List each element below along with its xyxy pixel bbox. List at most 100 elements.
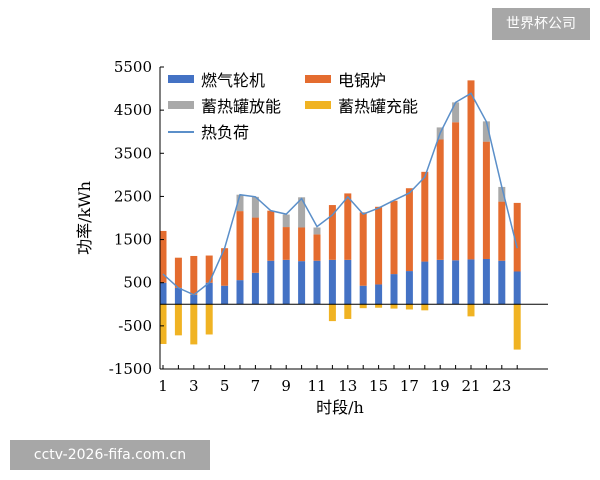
bar-series-3-x-15 bbox=[375, 304, 383, 308]
bar-series-3-x-17 bbox=[405, 304, 413, 310]
bar-series-0-x-9 bbox=[282, 259, 290, 305]
bar-series-1-x-13 bbox=[344, 193, 352, 260]
bar-series-0-x-1 bbox=[159, 282, 167, 305]
bar-series-1-x-9 bbox=[282, 227, 290, 260]
bar-series-1-x-14 bbox=[359, 212, 367, 286]
x-tick-label: 13 bbox=[338, 377, 357, 395]
heat-load-line bbox=[162, 92, 518, 296]
bar-series-0-x-6 bbox=[236, 280, 244, 305]
bar-series-1-x-12 bbox=[328, 205, 336, 260]
y-tick-label: 2500 bbox=[114, 187, 152, 205]
bar-series-0-x-5 bbox=[221, 285, 229, 305]
legend-label: 电锅炉 bbox=[338, 71, 386, 90]
legend-label: 热负荷 bbox=[201, 123, 249, 142]
bar-series-0-x-19 bbox=[436, 259, 444, 305]
x-tick-label: 11 bbox=[307, 377, 326, 395]
bar-series-1-x-23 bbox=[498, 201, 506, 261]
y-tick-label: 5500 bbox=[114, 58, 152, 76]
bar-series-1-x-1 bbox=[159, 230, 167, 283]
bar-series-1-x-5 bbox=[221, 248, 229, 286]
bar-series-1-x-7 bbox=[251, 217, 259, 273]
bar-series-1-x-10 bbox=[298, 227, 306, 262]
x-tick-label: 7 bbox=[251, 377, 261, 395]
bar-series-3-x-24 bbox=[513, 304, 521, 350]
x-tick-label: 5 bbox=[220, 377, 230, 395]
bar-series-0-x-11 bbox=[313, 260, 321, 305]
bar-series-2-x-6 bbox=[236, 194, 244, 212]
bar-series-3-x-13 bbox=[344, 304, 352, 319]
x-tick-label: 23 bbox=[492, 377, 511, 395]
bar-series-0-x-22 bbox=[482, 258, 490, 305]
bar-series-1-x-16 bbox=[390, 200, 398, 275]
y-tick-label: 1500 bbox=[114, 231, 152, 249]
bar-series-3-x-3 bbox=[190, 304, 198, 345]
legend-swatch bbox=[305, 75, 331, 83]
bar-series-1-x-19 bbox=[436, 139, 444, 260]
x-tick-label: 21 bbox=[461, 377, 480, 395]
bar-series-1-x-21 bbox=[467, 80, 475, 260]
bar-series-2-x-7 bbox=[251, 196, 259, 218]
bar-series-0-x-8 bbox=[267, 260, 275, 305]
bar-series-0-x-14 bbox=[359, 285, 367, 305]
bar-series-0-x-20 bbox=[452, 260, 460, 305]
x-tick-label: 3 bbox=[189, 377, 199, 395]
bar-series-0-x-3 bbox=[190, 294, 198, 305]
bar-series-0-x-23 bbox=[498, 260, 506, 305]
watermark-domain: cctv-2026-fifa.com.cn bbox=[10, 440, 210, 470]
bar-series-2-x-11 bbox=[313, 227, 321, 235]
bar-series-0-x-17 bbox=[405, 271, 413, 305]
bar-series-1-x-22 bbox=[482, 141, 490, 259]
bar-series-3-x-12 bbox=[328, 304, 336, 322]
legend-label: 蓄热罐充能 bbox=[338, 97, 418, 116]
x-tick-label: 19 bbox=[431, 377, 450, 395]
x-tick-label: 1 bbox=[158, 377, 168, 395]
y-axis-label: 功率/kWh bbox=[75, 181, 94, 255]
bar-series-0-x-10 bbox=[298, 261, 306, 305]
bar-series-1-x-17 bbox=[405, 188, 413, 272]
bar-series-2-x-22 bbox=[482, 121, 490, 142]
watermark-company: 世界杯公司 bbox=[492, 8, 590, 40]
bar-series-0-x-7 bbox=[251, 272, 259, 305]
legend-label: 蓄热罐放能 bbox=[201, 97, 281, 116]
legend-swatch bbox=[305, 101, 331, 109]
bar-series-2-x-20 bbox=[452, 102, 460, 123]
bar-series-1-x-8 bbox=[267, 210, 275, 261]
bar-series-0-x-12 bbox=[328, 259, 336, 305]
bar-series-0-x-18 bbox=[421, 261, 429, 305]
bar-series-1-x-15 bbox=[375, 206, 383, 285]
y-tick-label: 3500 bbox=[114, 144, 152, 162]
legend-label: 燃气轮机 bbox=[201, 71, 265, 90]
bar-series-2-x-23 bbox=[498, 186, 506, 202]
bar-series-1-x-4 bbox=[205, 255, 213, 283]
y-tick-label: 4500 bbox=[114, 101, 152, 119]
x-tick-label: 9 bbox=[281, 377, 291, 395]
bar-series-0-x-16 bbox=[390, 274, 398, 305]
bar-series-3-x-2 bbox=[174, 304, 182, 336]
x-tick-label: 15 bbox=[369, 377, 388, 395]
bar-series-0-x-15 bbox=[375, 284, 383, 305]
x-ticks: 1 3 5 7 9 11 13 15 17 19 21 23 bbox=[158, 365, 518, 395]
bar-series-3-x-1 bbox=[159, 304, 167, 344]
legend-swatch bbox=[168, 101, 194, 109]
x-tick-label: 17 bbox=[400, 377, 419, 395]
bar-series-3-x-18 bbox=[421, 304, 429, 311]
bar-series-3-x-14 bbox=[359, 304, 367, 309]
bar-series-1-x-11 bbox=[313, 234, 321, 261]
bar-series-2-x-9 bbox=[282, 214, 290, 228]
bar-series-1-x-18 bbox=[421, 171, 429, 262]
bar-series-3-x-21 bbox=[467, 304, 475, 317]
bar-series-2-x-10 bbox=[298, 197, 306, 228]
y-tick-label: -500 bbox=[118, 317, 152, 335]
bar-series-1-x-6 bbox=[236, 211, 244, 281]
y-ticks: -1500 -500 500 1500 2500 3500 4500 5500 bbox=[109, 58, 164, 378]
bar-series-0-x-24 bbox=[513, 271, 521, 305]
x-axis-label: 时段/h bbox=[316, 398, 364, 417]
y-tick-label: -1500 bbox=[109, 360, 152, 378]
bar-series-1-x-20 bbox=[452, 122, 460, 261]
bar-series-0-x-2 bbox=[174, 287, 182, 305]
y-tick-label: 500 bbox=[123, 274, 152, 292]
bar-series-0-x-4 bbox=[205, 282, 213, 305]
bar-series-0-x-21 bbox=[467, 259, 475, 305]
